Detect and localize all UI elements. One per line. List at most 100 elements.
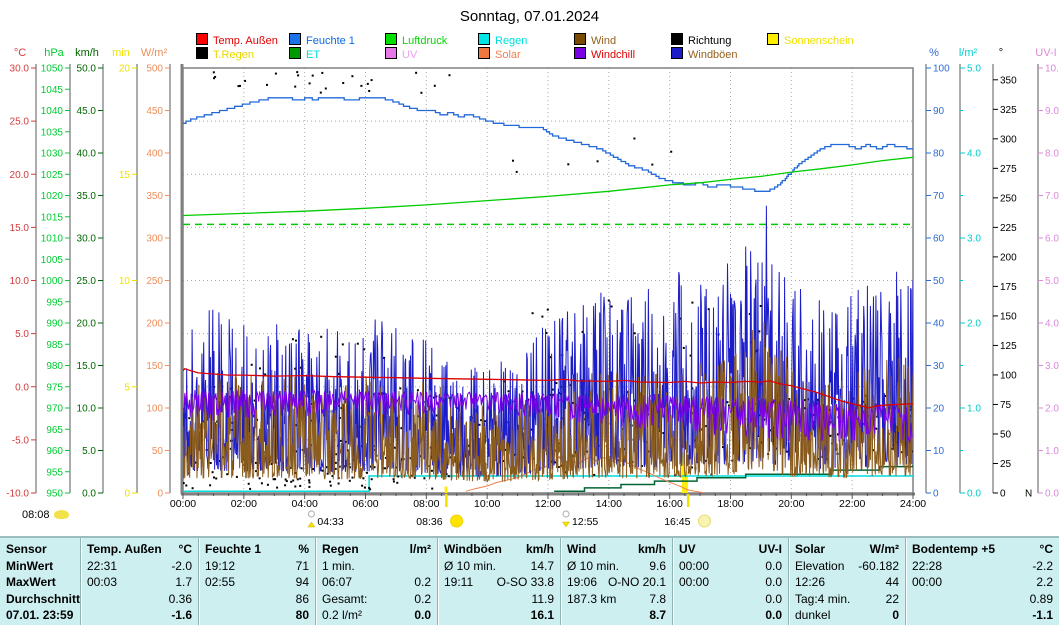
- axis-label: 1025: [41, 170, 64, 181]
- legend-swatch: [671, 47, 683, 59]
- axis-label: 995: [46, 297, 63, 308]
- axis-label: 5.0: [15, 329, 29, 340]
- axis-label: 300: [146, 234, 163, 245]
- axis-label: 250: [146, 276, 163, 287]
- legend-label: Feuchte 1: [306, 35, 355, 47]
- stats-col-header: Windböen km/h: [444, 541, 554, 558]
- axis-label: 40: [933, 319, 945, 330]
- axis-label: 14:00: [596, 498, 622, 510]
- moonset-icon: [562, 510, 570, 518]
- axis-label: 1005: [41, 255, 64, 266]
- axis-label: 400: [146, 149, 163, 160]
- axis-label: 20:00: [778, 498, 804, 510]
- axis-label: 10.0: [1045, 64, 1059, 75]
- sensor-unit: %: [298, 542, 309, 556]
- legend-item-windb-en: Windböen: [671, 47, 738, 61]
- axis-label: 1.0: [1045, 446, 1059, 457]
- stats-col-windb-en: Windböen km/h Ø 10 min. 14.7 19:11 O-SO 33.8 1…: [437, 538, 560, 625]
- stats-col-header: UV UV-I: [679, 541, 782, 558]
- axis-label: 12:55: [572, 516, 598, 528]
- legend-label: Sonnenschein: [784, 35, 854, 47]
- stats-cell-row: 0.0: [679, 607, 782, 624]
- stats-cell-row: 80: [205, 607, 309, 624]
- axis-label: 0.0: [1045, 489, 1059, 500]
- sensor-name: Windböen: [444, 542, 502, 556]
- stats-cell-row: dunkel 0: [795, 607, 899, 624]
- axis-label: 200: [146, 319, 163, 330]
- cell-value: -60.182: [858, 558, 899, 573]
- sun-icon: [53, 510, 69, 519]
- day-length: 08:08: [22, 509, 69, 521]
- axis-label: 325: [1000, 105, 1017, 116]
- sensor-unit: °C: [1039, 542, 1053, 556]
- cell-value: 0.36: [168, 591, 192, 606]
- cell-value: 0: [892, 608, 899, 622]
- cell-value: 0.0: [765, 591, 782, 606]
- sensor-unit: km/h: [525, 542, 554, 556]
- legend-label: Wind: [591, 35, 617, 47]
- stats-cell-row: 16.1: [444, 607, 554, 624]
- axis-label: 9.0: [1045, 106, 1059, 117]
- stats-cell-row: Ø 10 min. 14.7: [444, 558, 554, 575]
- axis-label: 25.0: [10, 117, 30, 128]
- page-title: Sonntag, 07.01.2024: [459, 8, 600, 25]
- axis-label: 30.0: [77, 234, 97, 245]
- axis-label: 6.0: [1045, 234, 1059, 245]
- cell-value: 7.8: [649, 591, 666, 606]
- cell-value: 16.1: [530, 608, 554, 622]
- legend-label: UV: [402, 49, 418, 61]
- cell-label: 12:26: [795, 575, 826, 589]
- sunshine-axis-tick: [445, 494, 448, 507]
- stats-row-label: Durchschnitt: [6, 591, 81, 606]
- series-wind: [183, 322, 913, 483]
- stats-col-regen: Regen l/m² 1 min. 06:07 0.2 Gesamt: 0.2 0.2 l/m…: [315, 538, 437, 625]
- legend-swatch: [574, 47, 586, 59]
- axis-label: -5.0: [12, 435, 30, 446]
- axis-label: 30: [933, 361, 945, 372]
- axis-label: 80: [933, 149, 945, 160]
- legend-swatch: [196, 33, 208, 45]
- legend-label: Luftdruck: [402, 35, 448, 47]
- cell-value: 0.89: [1029, 591, 1053, 606]
- sunrise-icon: [450, 514, 464, 528]
- cell-label: Elevation: [795, 558, 845, 573]
- series-windchill: [183, 389, 913, 443]
- stats-cell-row: 0.89: [912, 591, 1053, 608]
- stats-cell-row: 22:31 -2.0: [87, 558, 192, 575]
- stats-cell-row: 0.0: [679, 591, 782, 608]
- axis-label: hPa: [44, 47, 64, 59]
- series-regen: [183, 475, 913, 493]
- legend-item-richtung: Richtung: [671, 33, 731, 47]
- legend-swatch: [289, 33, 301, 45]
- cell-label: 1 min.: [322, 558, 355, 573]
- series-solar: [465, 454, 704, 493]
- axis-label: 0.0: [82, 489, 96, 500]
- cell-label: 00:00: [679, 575, 710, 589]
- cell-label: 02:55: [205, 575, 236, 589]
- axis-label: 20: [933, 404, 945, 415]
- axis-label: 100: [1000, 370, 1017, 381]
- axis-label: 15: [119, 170, 131, 181]
- stats-cell-row: Tag:4 min. 22: [795, 591, 899, 608]
- axis-label: 40.0: [77, 149, 97, 160]
- chart-legend: Temp. Außen Feuchte 1 Luftdruck Regen Wind Ri…: [0, 0, 1059, 64]
- legend-swatch: [478, 33, 490, 45]
- axis-label: 300: [1000, 134, 1017, 145]
- axis-label: 50.0: [77, 64, 97, 75]
- axis-label: 45.0: [77, 106, 97, 117]
- stats-cell-row: Ø 10 min. 9.6: [567, 558, 666, 575]
- weather-chart: °C 30.0 25.0 20.0 15.0 10.0 5.0 0.0 -5.0 -10.0 hPa…: [6, 47, 1059, 528]
- stats-row-label: 07.01. 23:59: [6, 608, 74, 622]
- stats-table: Sensor MinWert MaxWert Durchschnitt 07.01. 2…: [0, 536, 1059, 625]
- axis-label: 24:00: [900, 498, 926, 510]
- cell-value: -2.2: [1032, 558, 1053, 573]
- stats-col-solar: Solar W/m² Elevation -60.182 12:26 44 Tag:4 mi…: [788, 538, 905, 625]
- cell-value: 0.0: [765, 558, 782, 573]
- axis-label: 0: [157, 489, 163, 500]
- axis-label: 100: [933, 64, 950, 75]
- axis-label: 4.0: [1045, 319, 1059, 330]
- cell-value: 14.7: [530, 558, 554, 573]
- axis-label: 3.0: [967, 234, 981, 245]
- legend-item-wind: Wind: [574, 33, 617, 47]
